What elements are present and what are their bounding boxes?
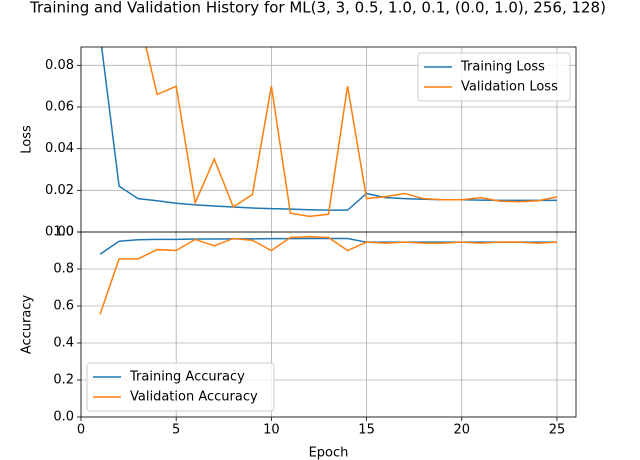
plot-area bbox=[99, 235, 557, 315]
plot-area bbox=[100, 47, 558, 218]
x-tick-label: 10 bbox=[263, 423, 280, 438]
legend-label: Validation Accuracy bbox=[130, 390, 258, 405]
series-line bbox=[145, 47, 558, 218]
x-tick-label: 15 bbox=[358, 423, 375, 438]
y-tick-label: 0.06 bbox=[45, 100, 74, 115]
axes-frame bbox=[80, 231, 577, 418]
y-tick-label: 0.04 bbox=[45, 141, 74, 156]
legend-box bbox=[86, 362, 275, 412]
y-tick-label: 0.08 bbox=[45, 58, 74, 73]
y-tick-label: 0.02 bbox=[45, 183, 74, 198]
y-tick-label: 0.4 bbox=[53, 336, 74, 351]
x-tick-label: 0 bbox=[77, 423, 85, 438]
legend-label: Training Accuracy bbox=[129, 370, 245, 385]
y-tick-label: 0.0 bbox=[53, 410, 74, 425]
y-tick-label: 0.2 bbox=[53, 373, 74, 388]
y-tick-label: 1.0 bbox=[53, 225, 74, 240]
y-tick-label: 0.00 bbox=[45, 225, 74, 240]
chart-title: Training and Validation History for ML(3… bbox=[29, 0, 606, 17]
y-axis-label: Accuracy bbox=[20, 295, 35, 355]
series-line bbox=[99, 237, 557, 255]
legend-label: Training Loss bbox=[460, 60, 545, 75]
y-tick-label: 0.8 bbox=[53, 262, 74, 277]
legend-box bbox=[417, 52, 571, 102]
x-tick-label: 20 bbox=[453, 423, 470, 438]
y-tick-label: 0.6 bbox=[53, 299, 74, 314]
x-tick-label: 25 bbox=[549, 423, 566, 438]
x-tick-label: 5 bbox=[172, 423, 180, 438]
y-axis-label: Loss bbox=[20, 125, 35, 154]
series-line bbox=[99, 235, 557, 315]
x-axis-label: Epoch bbox=[309, 446, 349, 460]
legend-label: Validation Loss bbox=[461, 80, 558, 95]
